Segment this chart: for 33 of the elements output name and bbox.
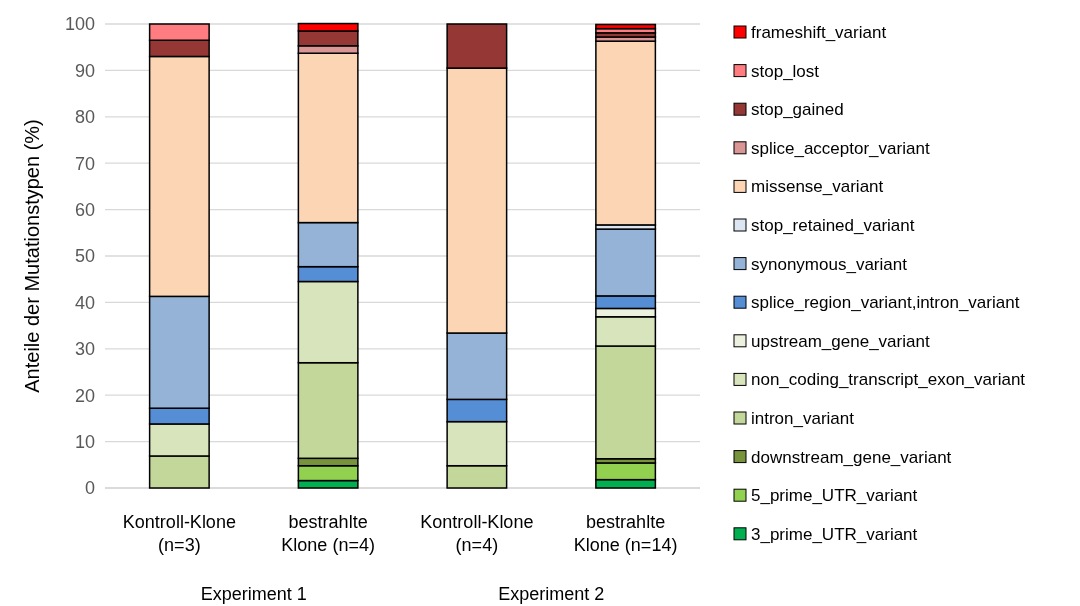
legend-label: synonymous_variant: [751, 254, 908, 274]
bar: [595, 40, 657, 226]
y-tick-label: 20: [74, 385, 95, 406]
y-tick-label: 50: [74, 246, 95, 267]
legend-label: frameshift_variant: [751, 22, 887, 42]
legend-label: stop_lost: [751, 61, 820, 81]
x-tick-label: bestrahlte Klone (n=14): [573, 512, 678, 555]
x-tick-label: Kontroll-Klone (n=3): [122, 512, 236, 555]
x-tick-label: Kontroll-Klone (n=4): [420, 512, 534, 555]
legend-label: stop_gained: [751, 100, 844, 120]
y-tick-label: 80: [74, 107, 95, 128]
legend-label: downstream_gene_variant: [751, 447, 952, 467]
y-tick-label: 100: [64, 14, 95, 35]
y-tick-label: 0: [84, 478, 95, 499]
legend-label: splice_region_variant,intron_variant: [751, 293, 1020, 313]
y-tick-label: 90: [74, 60, 95, 81]
legend-label: intron_variant: [751, 408, 855, 428]
legend-label: 3_prime_UTR_variant: [751, 524, 918, 544]
text: Experiment 1: [200, 584, 307, 604]
y-tick-label: 70: [74, 153, 95, 174]
legend-label: non_coding_transcript_exon_variant: [751, 370, 1026, 390]
x-tick-label: bestrahlte Klone (n=4): [281, 512, 375, 555]
y-tick-label: 10: [74, 431, 95, 452]
text: Experiment 2: [498, 584, 605, 604]
y-tick-label: 30: [74, 339, 95, 360]
legend-label: missense_variant: [751, 177, 884, 197]
legend-label: 5_prime_UTR_variant: [751, 486, 918, 506]
legend-label: stop_retained_variant: [751, 215, 915, 235]
legend-label: splice_acceptor_variant: [751, 138, 930, 158]
y-tick-label: 60: [74, 199, 95, 220]
y-tick-label: 40: [74, 292, 95, 313]
y-axis-title: Anteile der Mutationstypen (%): [21, 119, 43, 393]
legend-label: upstream_gene_variant: [751, 331, 930, 351]
